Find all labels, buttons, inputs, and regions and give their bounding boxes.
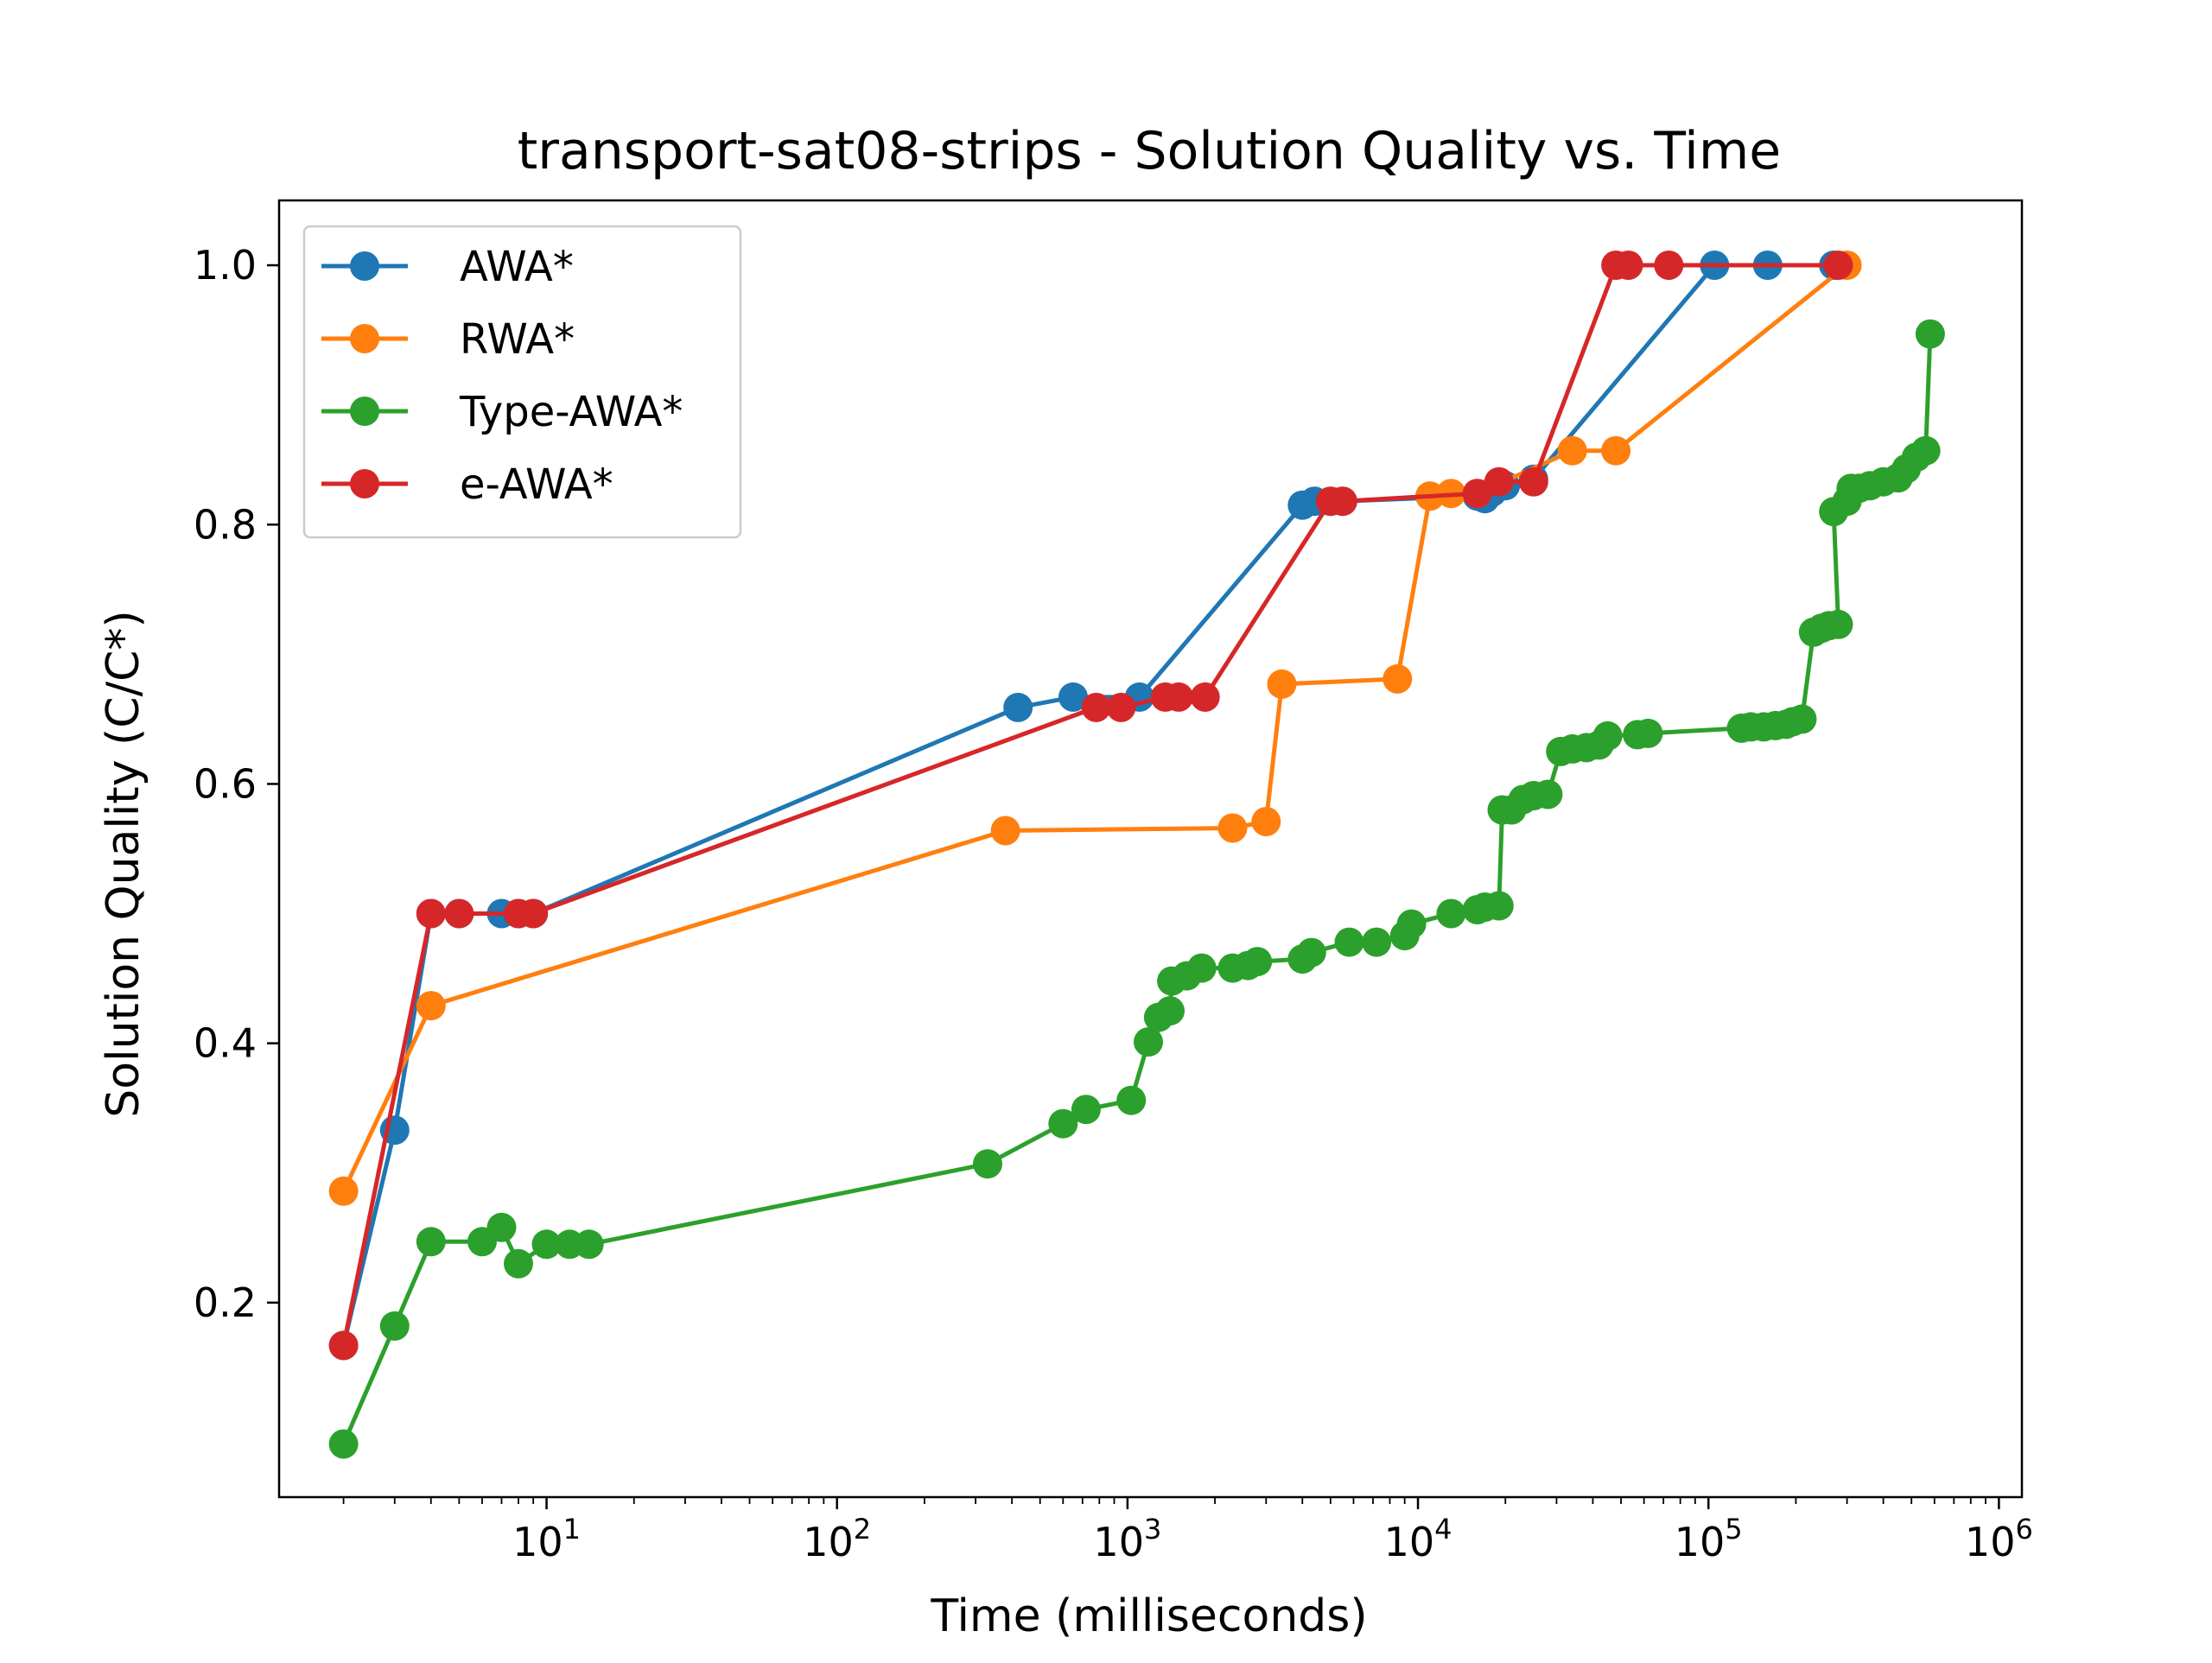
- data-point: [328, 1176, 359, 1206]
- data-point: [1396, 909, 1427, 939]
- y-tick-label: 0.6: [194, 760, 257, 807]
- data-point: [1436, 898, 1466, 929]
- legend-label: RWA*: [460, 315, 575, 364]
- data-point: [1058, 682, 1088, 712]
- data-point: [1382, 663, 1413, 694]
- x-tick-label: 104: [1384, 1513, 1452, 1565]
- legend-marker: [350, 324, 379, 353]
- legend-label: e-AWA*: [460, 460, 613, 509]
- data-point: [1334, 927, 1364, 957]
- data-point: [574, 1229, 604, 1260]
- plot-frame: [277, 199, 2024, 1499]
- series-2: [328, 319, 1945, 1459]
- data-point: [1915, 319, 1945, 349]
- x-tick-label: 102: [803, 1513, 871, 1565]
- legend-label: AWA*: [460, 243, 574, 291]
- x-tick-label: 101: [512, 1513, 581, 1565]
- data-point: [1362, 927, 1392, 957]
- data-point: [1533, 779, 1563, 809]
- data-point: [1823, 609, 1853, 639]
- data-point: [1484, 467, 1514, 497]
- legend-marker: [350, 469, 379, 498]
- data-point: [444, 898, 474, 929]
- y-tick-label: 1.0: [194, 242, 257, 289]
- data-point: [1134, 1027, 1163, 1057]
- data-point: [1116, 1085, 1147, 1115]
- data-point: [416, 1227, 446, 1257]
- data-point: [1190, 682, 1220, 712]
- data-point: [973, 1149, 1002, 1179]
- y-axis-label: Solution Quality (C/C*): [98, 610, 149, 1117]
- data-point: [1592, 720, 1623, 751]
- y-tick-label: 0.8: [194, 501, 257, 548]
- data-point: [1048, 1108, 1078, 1139]
- data-point: [1243, 947, 1273, 977]
- data-point: [1217, 813, 1248, 843]
- x-tick-label: 105: [1675, 1513, 1743, 1565]
- data-point: [328, 1429, 359, 1459]
- y-tick-label: 0.2: [194, 1279, 257, 1326]
- data-point: [1186, 953, 1217, 983]
- data-point: [1557, 435, 1587, 466]
- data-point: [1155, 996, 1185, 1026]
- legend: AWA* RWA* Type-AWA* e-AWA*: [302, 225, 742, 539]
- data-point: [518, 898, 549, 929]
- x-tick-label: 106: [1965, 1513, 2033, 1565]
- data-point: [1654, 251, 1684, 280]
- data-point: [1003, 692, 1033, 722]
- legend-marker: [350, 251, 379, 281]
- data-point: [1601, 435, 1631, 466]
- data-point: [990, 816, 1020, 846]
- legend-item: AWA*: [321, 243, 574, 291]
- y-tick-label: 0.4: [194, 1020, 257, 1067]
- data-point: [1251, 807, 1281, 836]
- data-point: [1296, 937, 1326, 968]
- data-point: [1081, 692, 1111, 722]
- series-1: [328, 251, 1862, 1206]
- data-point: [416, 991, 446, 1021]
- data-point: [1910, 435, 1941, 466]
- data-point: [1484, 891, 1514, 921]
- legend-box: [302, 225, 742, 539]
- data-point: [1787, 704, 1817, 734]
- chart-title: transport-sat08-strips - Solution Qualit…: [518, 121, 1781, 181]
- data-point: [486, 1212, 517, 1242]
- data-point: [1613, 251, 1643, 280]
- data-point: [416, 898, 446, 929]
- legend-item: RWA*: [321, 315, 575, 364]
- data-point: [1327, 486, 1357, 517]
- data-point: [1267, 669, 1297, 699]
- data-point: [531, 1229, 562, 1260]
- data-point: [379, 1311, 410, 1341]
- legend-marker: [350, 397, 379, 426]
- legend-item: e-AWA*: [321, 460, 613, 509]
- x-axis-label: Time (milliseconds): [930, 1590, 1367, 1642]
- series-3: [328, 251, 1853, 1361]
- x-tick-label: 103: [1093, 1513, 1161, 1565]
- legend-item: Type-AWA*: [321, 388, 683, 436]
- data-point: [1462, 479, 1492, 509]
- data-point: [1071, 1095, 1101, 1125]
- data-point: [1633, 718, 1663, 748]
- data-point: [1164, 682, 1194, 712]
- axes: 0.2 0.4 0.6 0.8 1.0 101 102 103 104 105 106: [194, 199, 2033, 1565]
- legend-label: Type-AWA*: [459, 388, 683, 436]
- data-point: [328, 1330, 359, 1361]
- data-point: [1823, 251, 1853, 280]
- data-point: [1518, 467, 1548, 497]
- data-point: [504, 1248, 533, 1279]
- data-point: [1106, 692, 1136, 722]
- plot-area: [328, 251, 1945, 1459]
